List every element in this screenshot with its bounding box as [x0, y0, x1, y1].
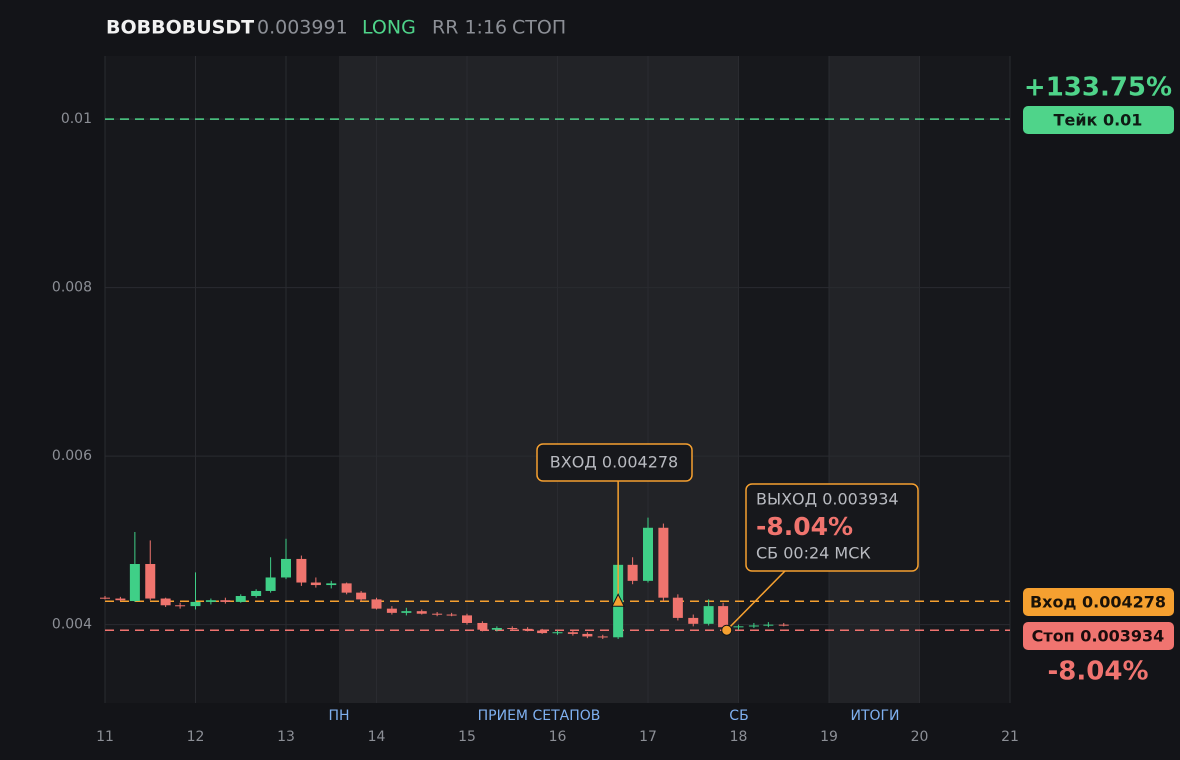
candle-body	[688, 617, 699, 624]
entry-box	[536, 443, 693, 482]
candle-body	[341, 583, 352, 593]
x-tick-label: 21	[1001, 729, 1019, 745]
candle-body	[220, 600, 231, 602]
candle-body	[100, 597, 110, 599]
exit-change: -8.04%	[756, 512, 853, 541]
candle-body	[190, 601, 201, 607]
side: LONG	[362, 17, 416, 39]
level-change: -8.04%	[1048, 657, 1149, 687]
candle-body	[672, 597, 683, 618]
candle-body	[310, 582, 321, 586]
candle-body	[477, 622, 488, 630]
exit-time: СБ 00:24 МСК	[756, 544, 871, 563]
candle-body	[597, 636, 608, 638]
entry-marker	[611, 593, 625, 607]
session-band	[339, 56, 739, 703]
candle-body	[522, 628, 533, 631]
candle-body	[205, 600, 216, 602]
x-tick-label: 12	[187, 729, 205, 745]
exit-marker	[721, 624, 733, 636]
level-label: Тейк 0.01	[1054, 111, 1143, 130]
candle-body	[718, 606, 729, 628]
candle-body	[537, 630, 548, 634]
y-tick-label: 0.006	[52, 448, 92, 464]
x-tick-label: 19	[820, 729, 838, 745]
candle-body	[658, 527, 669, 598]
y-tick-label: 0.008	[52, 280, 92, 296]
candle-body	[401, 611, 412, 613]
period-label: ИТОГИ	[850, 708, 899, 724]
x-tick-label: 20	[911, 729, 929, 745]
y-tick-label: 0.004	[52, 617, 92, 633]
candle-body	[251, 590, 262, 597]
candle-body	[627, 564, 638, 581]
level-change: +133.75%	[1024, 73, 1172, 103]
x-tick-label: 18	[730, 729, 748, 745]
candle-body	[175, 605, 186, 607]
candle-body	[462, 615, 472, 623]
y-tick-label: 0.01	[61, 111, 92, 127]
candle-body	[356, 592, 367, 600]
candle-body	[703, 606, 714, 624]
candle-body	[115, 598, 126, 601]
x-tick-label: 17	[639, 729, 657, 745]
candle-body	[235, 596, 246, 602]
level-pill	[1023, 622, 1174, 650]
session-band	[829, 56, 920, 703]
candle-body	[446, 614, 457, 616]
x-tick-label: 16	[549, 729, 567, 745]
candle-body	[432, 613, 443, 615]
candle-body	[582, 633, 593, 637]
last-price: 0.003991	[257, 17, 348, 39]
candle-body	[326, 583, 337, 586]
candle-body	[145, 563, 156, 599]
candle-body	[733, 626, 744, 628]
candle-body	[552, 632, 563, 634]
risk-reward: RR 1:16	[432, 17, 507, 39]
x-tick-label: 14	[368, 729, 386, 745]
candle-body	[265, 577, 276, 591]
exit-label: ВЫХОД 0.003934	[756, 490, 899, 509]
candle-body	[778, 624, 789, 626]
candle-body	[643, 527, 653, 581]
candle-body	[386, 608, 397, 613]
candle-body	[160, 598, 171, 606]
candle-body	[491, 628, 502, 630]
candle-body	[416, 611, 427, 614]
candle-body	[281, 558, 291, 578]
candle-body	[296, 558, 307, 583]
candle-body	[748, 625, 759, 627]
level-pill	[1023, 588, 1174, 616]
x-tick-label: 11	[96, 729, 114, 745]
candle-body	[371, 599, 382, 609]
candle-body	[507, 628, 518, 630]
status: СТОП	[512, 17, 566, 39]
period-label: ПРИЕМ СЕТАПОВ	[478, 708, 601, 724]
x-tick-label: 13	[277, 729, 295, 745]
candle-body	[567, 632, 578, 634]
candle-body	[129, 563, 140, 602]
candle-body	[763, 624, 774, 626]
x-tick-label: 15	[458, 729, 476, 745]
exit-connector	[726, 570, 786, 631]
level-label: Стоп 0.003934	[1032, 627, 1165, 646]
symbol: BOBBOBUSDT	[106, 17, 254, 39]
entry-label: ВХОД 0.004278	[550, 453, 678, 472]
level-pill	[1023, 106, 1174, 134]
period-label: СБ	[729, 708, 748, 724]
exit-box	[745, 483, 919, 572]
period-label: ПН	[328, 708, 349, 724]
level-label: Вход 0.004278	[1030, 593, 1166, 612]
